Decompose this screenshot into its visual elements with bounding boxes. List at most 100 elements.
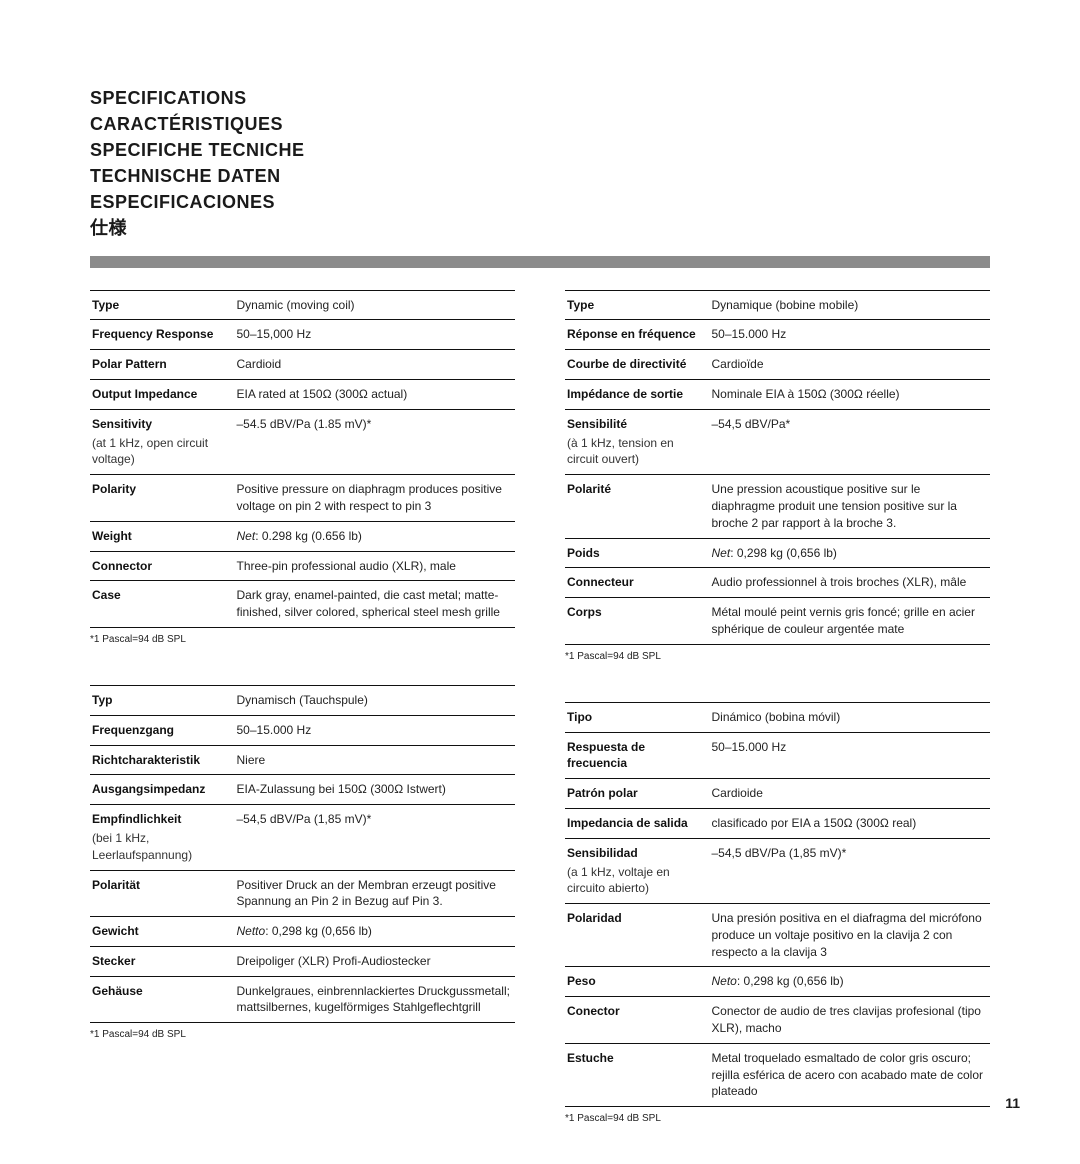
table-row: PesoNeto: 0,298 kg (0,656 lb) [565, 967, 990, 997]
spec-value: Metal troquelado esmaltado de color gris… [710, 1043, 991, 1106]
table-row: PolaritätPositiver Druck an der Membran … [90, 870, 515, 917]
spec-label: Polar Pattern [90, 350, 235, 380]
spec-table-es-block: TipoDinámico (bobina móvil)Respuesta de … [565, 702, 990, 1125]
table-row: TipoDinámico (bobina móvil) [565, 702, 990, 732]
spec-value: Positive pressure on diaphragm produces … [235, 475, 516, 522]
spec-label: Patrón polar [565, 779, 710, 809]
table-row: Sensibilité(à 1 kHz, tension en circuit … [565, 409, 990, 474]
heading-fr: CARACTÉRISTIQUES [90, 111, 990, 137]
table-row: TypeDynamic (moving coil) [90, 290, 515, 320]
table-row: Patrón polarCardioide [565, 779, 990, 809]
spec-value: EIA-Zulassung bei 150Ω (300Ω Istwert) [235, 775, 516, 805]
heading-en: SPECIFICATIONS [90, 85, 990, 111]
spec-label-sub: (bei 1 kHz, Leerlaufspannung) [92, 830, 231, 864]
spec-label: Frequenzgang [90, 715, 235, 745]
spec-value: –54,5 dBV/Pa* [710, 409, 991, 474]
table-row: WeightNet: 0.298 kg (0.656 lb) [90, 521, 515, 551]
footnote-en: *1 Pascal=94 dB SPL [90, 634, 515, 645]
spec-label: Impédance de sortie [565, 379, 710, 409]
spec-value: Netto: 0,298 kg (0,656 lb) [235, 917, 516, 947]
table-row: Réponse en fréquence50–15.000 Hz [565, 320, 990, 350]
spec-label: Connector [90, 551, 235, 581]
spec-table-de-block: TypDynamisch (Tauchspule)Frequenzgang50–… [90, 685, 515, 1040]
spec-label: Frequency Response [90, 320, 235, 350]
table-row: Output ImpedanceEIA rated at 150Ω (300Ω … [90, 379, 515, 409]
table-row: Respuesta de frecuencia50–15.000 Hz [565, 732, 990, 779]
table-row: Empfindlichkeit(bei 1 kHz, Leerlaufspann… [90, 805, 515, 870]
spec-table-de: TypDynamisch (Tauchspule)Frequenzgang50–… [90, 685, 515, 1023]
table-row: Polar PatternCardioid [90, 350, 515, 380]
heading-de: TECHNISCHE DATEN [90, 163, 990, 189]
spec-label: Sensibilidad(a 1 kHz, voltaje en circuit… [565, 838, 710, 903]
table-row: TypDynamisch (Tauchspule) [90, 685, 515, 715]
spec-value: EIA rated at 150Ω (300Ω actual) [235, 379, 516, 409]
table-row: SteckerDreipoliger (XLR) Profi-Audiostec… [90, 946, 515, 976]
spec-value: clasificado por EIA a 150Ω (300Ω real) [710, 808, 991, 838]
spec-value: 50–15.000 Hz [710, 320, 991, 350]
spec-value: Dreipoliger (XLR) Profi-Audiostecker [235, 946, 516, 976]
spec-label: Polarität [90, 870, 235, 917]
spec-value: Niere [235, 745, 516, 775]
table-row: PolaridadUna presión positiva en el diaf… [565, 904, 990, 967]
footnote-es: *1 Pascal=94 dB SPL [565, 1113, 990, 1124]
spec-table-en: TypeDynamic (moving coil)Frequency Respo… [90, 290, 515, 628]
heading-es: ESPECIFICACIONES [90, 189, 990, 215]
spec-value: Dark gray, enamel-painted, die cast meta… [235, 581, 516, 628]
spec-value: Dunkelgraues, einbrennlackiertes Druckgu… [235, 976, 516, 1023]
left-column: TypeDynamic (moving coil)Frequency Respo… [90, 290, 515, 1164]
page: SPECIFICATIONS CARACTÉRISTIQUES SPECIFIC… [0, 0, 1080, 1139]
spec-value: Dynamisch (Tauchspule) [235, 685, 516, 715]
spec-label: Polarity [90, 475, 235, 522]
spec-label: Respuesta de frecuencia [565, 732, 710, 779]
table-row: TypeDynamique (bobine mobile) [565, 290, 990, 320]
spec-label: Connecteur [565, 568, 710, 598]
spec-table-fr-block: TypeDynamique (bobine mobile)Réponse en … [565, 290, 990, 662]
table-row: Courbe de directivitéCardioïde [565, 350, 990, 380]
spec-label: Typ [90, 685, 235, 715]
table-row: PolarityPositive pressure on diaphragm p… [90, 475, 515, 522]
page-number: 11 [1005, 1095, 1020, 1111]
table-row: GewichtNetto: 0,298 kg (0,656 lb) [90, 917, 515, 947]
spec-label: Polaridad [565, 904, 710, 967]
spec-label: Sensibilité(à 1 kHz, tension en circuit … [565, 409, 710, 474]
table-row: ConnectorThree-pin professional audio (X… [90, 551, 515, 581]
spec-value: Métal moulé peint vernis gris foncé; gri… [710, 598, 991, 645]
spec-label: Stecker [90, 946, 235, 976]
spec-label: Type [90, 290, 235, 320]
table-row: CorpsMétal moulé peint vernis gris foncé… [565, 598, 990, 645]
spec-label: Réponse en fréquence [565, 320, 710, 350]
spec-value: –54,5 dBV/Pa (1,85 mV)* [710, 838, 991, 903]
table-row: Sensibilidad(a 1 kHz, voltaje en circuit… [565, 838, 990, 903]
table-row: PolaritéUne pression acoustique positive… [565, 475, 990, 538]
spec-label: Poids [565, 538, 710, 568]
spec-label-sub: (a 1 kHz, voltaje en circuito abierto) [567, 864, 706, 898]
spec-value: Una presión positiva en el diafragma del… [710, 904, 991, 967]
spec-label: Tipo [565, 702, 710, 732]
spec-value: Conector de audio de tres clavijas profe… [710, 997, 991, 1044]
table-row: Impédance de sortieNominale EIA à 150Ω (… [565, 379, 990, 409]
spec-value: Cardioid [235, 350, 516, 380]
spec-label: Weight [90, 521, 235, 551]
footnote-de: *1 Pascal=94 dB SPL [90, 1029, 515, 1040]
spec-label: Conector [565, 997, 710, 1044]
table-row: AusgangsimpedanzEIA-Zulassung bei 150Ω (… [90, 775, 515, 805]
table-row: ConnecteurAudio professionnel à trois br… [565, 568, 990, 598]
heading-it: SPECIFICHE TECNICHE [90, 137, 990, 163]
spec-label: Richtcharakteristik [90, 745, 235, 775]
spec-value: Dynamique (bobine mobile) [710, 290, 991, 320]
table-row: EstucheMetal troquelado esmaltado de col… [565, 1043, 990, 1106]
table-row: ConectorConector de audio de tres clavij… [565, 997, 990, 1044]
spec-value: Three-pin professional audio (XLR), male [235, 551, 516, 581]
spec-value: 50–15.000 Hz [710, 732, 991, 779]
spec-value: –54.5 dBV/Pa (1.85 mV)* [235, 409, 516, 474]
table-row: GehäuseDunkelgraues, einbrennlackiertes … [90, 976, 515, 1023]
spec-value: Dinámico (bobina móvil) [710, 702, 991, 732]
table-row: PoidsNet: 0,298 kg (0,656 lb) [565, 538, 990, 568]
heading-jp: 仕様 [90, 215, 990, 241]
spec-value: –54,5 dBV/Pa (1,85 mV)* [235, 805, 516, 870]
table-row: Frequenzgang50–15.000 Hz [90, 715, 515, 745]
table-row: Frequency Response50–15,000 Hz [90, 320, 515, 350]
spec-label: Corps [565, 598, 710, 645]
spec-label: Empfindlichkeit(bei 1 kHz, Leerlaufspann… [90, 805, 235, 870]
spec-label-sub: (à 1 kHz, tension en circuit ouvert) [567, 435, 706, 469]
